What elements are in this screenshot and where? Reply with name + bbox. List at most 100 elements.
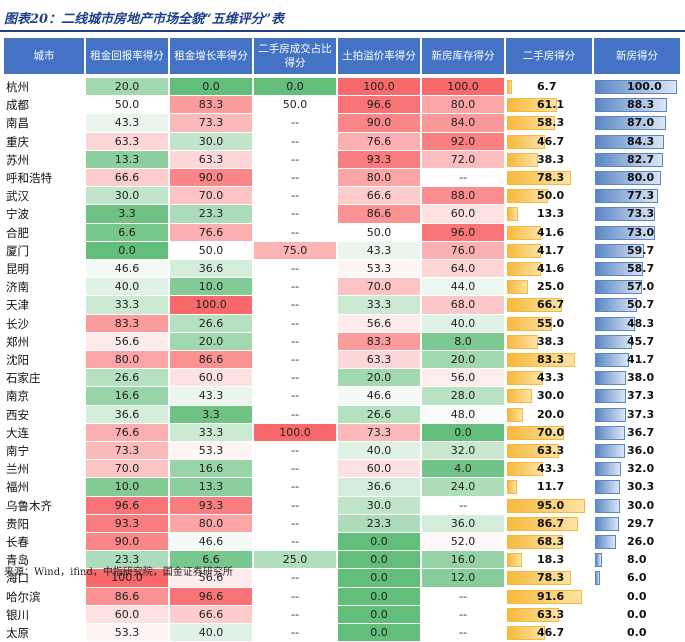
newhome-score-value: 32.0 [627, 462, 655, 476]
secondhand-score-cell: 6.7 [505, 78, 593, 96]
secondhand-score-value: 55.0 [537, 316, 565, 330]
score-cell: 30.0 [170, 132, 252, 151]
newhome-score-bar [595, 480, 620, 495]
score-cell: 50.0 [86, 96, 168, 115]
secondhand-score-bar [507, 316, 553, 331]
score-cell: 53.3 [86, 624, 168, 642]
score-cell: 46.6 [86, 260, 168, 279]
newhome-score-cell: 50.7 [593, 296, 681, 314]
secondhand-score-bar [507, 535, 563, 549]
newhome-score-bar [595, 389, 626, 404]
secondhand-score-value: 61.1 [537, 98, 565, 112]
secondhand-score-bar [507, 553, 522, 568]
secondhand-score-bar [507, 243, 542, 258]
score-cell: -- [291, 207, 299, 221]
newhome-score-bar [595, 171, 661, 185]
score-cell: 48.0 [422, 405, 504, 424]
city-label: 青岛 [6, 553, 29, 568]
secondhand-score-bar [507, 516, 579, 531]
column-header: 二手房成交占比得分 [254, 38, 336, 74]
newhome-score-value: 59.7 [627, 243, 655, 257]
score-cell: 43.3 [170, 387, 252, 406]
score-cell: 0.0 [338, 605, 420, 624]
city-label: 西安 [6, 407, 29, 422]
score-cell: 70.0 [338, 278, 420, 297]
newhome-score-cell: 0.0 [593, 606, 681, 624]
score-cell: -- [291, 171, 299, 184]
score-cell: -- [291, 535, 299, 548]
score-cell: -- [291, 189, 299, 203]
score-cell: -- [291, 152, 299, 166]
score-cell: 86.6 [86, 587, 168, 606]
secondhand-score-cell: 13.3 [505, 205, 593, 223]
score-cell: 63.3 [338, 351, 420, 370]
city-label: 长沙 [6, 316, 29, 331]
newhome-score-value: 36.0 [627, 444, 655, 457]
city-label: 宁波 [6, 207, 29, 222]
secondhand-score-cell: 43.3 [505, 369, 593, 387]
newhome-score-cell: 8.0 [593, 551, 681, 569]
newhome-score-cell: 30.3 [593, 478, 681, 496]
newhome-score-value: 37.3 [627, 407, 655, 421]
score-cell: 92.0 [422, 132, 504, 151]
secondhand-score-value: 20.0 [537, 407, 565, 421]
secondhand-score-cell: 78.3 [505, 169, 593, 187]
score-cell: 60.0 [338, 460, 420, 479]
score-cell: 53.3 [338, 260, 420, 279]
newhome-score-value: 29.7 [627, 516, 655, 530]
secondhand-score-value: 13.3 [537, 207, 565, 221]
secondhand-score-cell: 11.7 [505, 478, 593, 496]
secondhand-score-bar [507, 152, 539, 167]
score-cell: 30.0 [338, 496, 420, 515]
score-cell: 10.0 [86, 478, 168, 497]
secondhand-score-cell: 86.7 [505, 515, 593, 533]
newhome-score-cell: 100.0 [593, 78, 681, 96]
score-cell: -- [291, 116, 299, 130]
newhome-score-value: 73.3 [627, 207, 655, 221]
score-cell: 44.0 [422, 278, 504, 297]
score-cell: 43.3 [338, 241, 420, 260]
score-cell: 33.3 [170, 423, 252, 442]
secondhand-score-bar [507, 116, 555, 131]
score-cell: -- [291, 389, 299, 403]
score-cell: -- [291, 225, 299, 239]
score-cell: 13.3 [86, 150, 168, 169]
newhome-score-value: 58.7 [627, 262, 655, 275]
newhome-score-cell: 41.7 [593, 351, 681, 369]
newhome-score-bar [595, 225, 655, 240]
newhome-score-bar [595, 498, 620, 513]
score-cell: 36.6 [338, 478, 420, 497]
secondhand-score-cell: 46.7 [505, 133, 593, 151]
score-cell: 40.0 [170, 624, 252, 642]
city-label: 石家庄 [6, 371, 41, 386]
score-cell: 36.6 [170, 260, 252, 279]
newhome-score-value: 0.0 [627, 626, 647, 639]
secondhand-score-cell: 95.0 [505, 497, 593, 515]
score-cell: 60.0 [422, 205, 504, 224]
city-label: 贵阳 [6, 516, 29, 531]
score-cell: 66.6 [86, 169, 168, 188]
secondhand-score-bar [507, 280, 528, 295]
score-cell: 0.0 [338, 551, 420, 570]
city-label: 合肥 [6, 225, 29, 240]
score-cell: 23.3 [170, 205, 252, 224]
score-cell: -- [291, 316, 299, 330]
score-cell: 83.3 [86, 314, 168, 333]
secondhand-score-cell: 20.0 [505, 406, 593, 424]
score-cell: 23.3 [86, 551, 168, 570]
score-cell: 63.3 [170, 150, 252, 169]
secondhand-score-cell: 58.3 [505, 114, 593, 132]
score-cell: 16.0 [422, 551, 504, 570]
score-cell: 64.0 [422, 260, 504, 279]
score-cell: 20.0 [338, 369, 420, 388]
score-cell: 93.3 [86, 514, 168, 533]
score-cell: 6.6 [170, 551, 252, 570]
secondhand-score-cell: 83.3 [505, 351, 593, 369]
secondhand-score-bar [507, 298, 562, 313]
newhome-score-bar [595, 571, 600, 586]
score-cell: 66.6 [170, 605, 252, 624]
newhome-score-cell: 80.0 [593, 169, 681, 187]
city-label: 厦门 [6, 243, 29, 258]
newhome-score-value: 50.7 [627, 298, 655, 312]
newhome-score-cell: 59.7 [593, 242, 681, 260]
